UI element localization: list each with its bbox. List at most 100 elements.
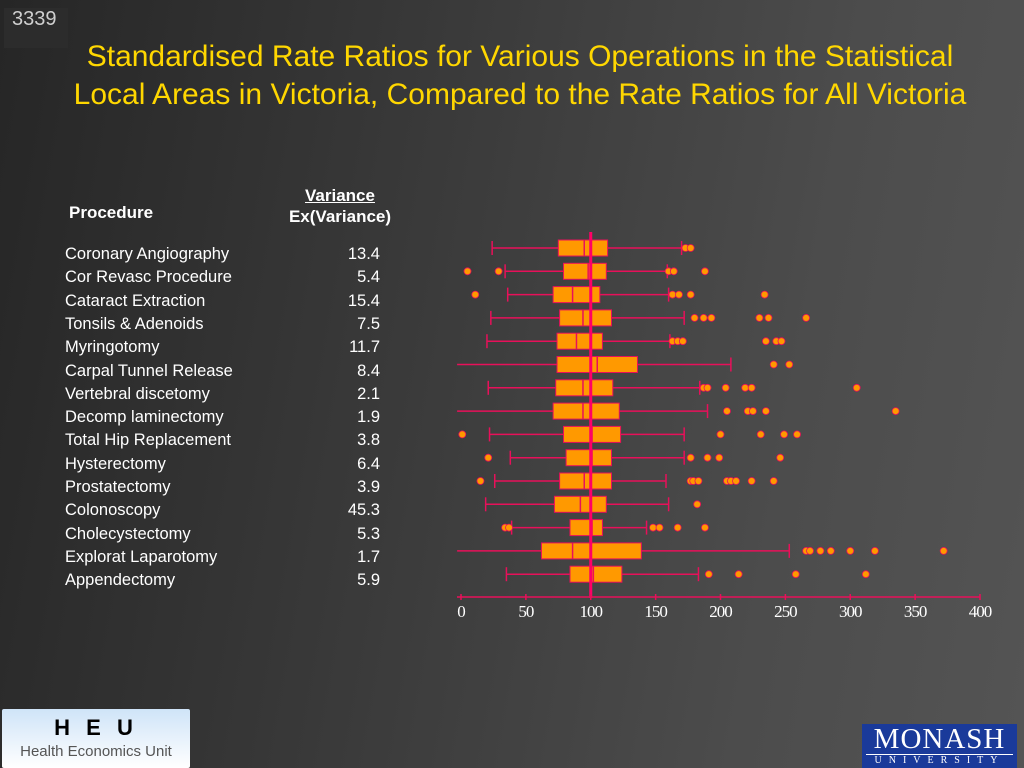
outlier-point [755, 313, 764, 322]
outlier-point [785, 360, 794, 369]
iqr-box [552, 286, 601, 304]
iqr-box [563, 262, 607, 280]
outlier-point [760, 290, 769, 299]
outlier-point [793, 430, 801, 439]
university-text: UNIVERSITY [866, 754, 1013, 767]
outlier-point [716, 430, 725, 439]
iqr-box [552, 402, 620, 420]
procedure-name: Coronary Angiography [65, 245, 230, 263]
heu-name: Health Economics Unit [20, 743, 172, 760]
iqr-box [557, 239, 609, 257]
variance-value: 8.4 [357, 361, 380, 380]
procedure-name: Cataract Extraction [65, 291, 206, 310]
procedure-name: Tonsils & Adenoids [65, 314, 204, 333]
outlier-point [675, 290, 683, 299]
variance-value: 5.4 [357, 268, 380, 287]
variance-value: 5.3 [357, 524, 380, 543]
procedure-name: Cholecystectomy [65, 524, 191, 543]
variance-value: 2.1 [357, 384, 380, 403]
outlier-point [715, 453, 724, 462]
procedure-name: Vertebral discetomy [65, 384, 210, 403]
procedure-name: Hysterectomy [65, 454, 166, 473]
x-tick-label: 100 [580, 602, 603, 621]
variance-value: 1.9 [357, 408, 380, 427]
table-row: Total Hip Replacement 3.8 [65, 431, 380, 454]
outlier-point [777, 337, 786, 346]
outlier-point [463, 267, 472, 276]
procedure-name: Colonoscopy [65, 501, 161, 520]
iqr-box [556, 332, 603, 350]
outlier-point [769, 477, 778, 485]
variance-header-top: Variance [305, 186, 375, 205]
outlier-point [703, 453, 712, 462]
outlier-point [678, 337, 687, 346]
variance-value: 11.7 [349, 338, 380, 357]
outlier-point [871, 547, 879, 555]
procedure-name: Carpal Tunnel Release [65, 361, 233, 380]
variance-value: 7.5 [357, 314, 380, 333]
variance-header: Variance Ex(Variance) [270, 185, 410, 227]
x-tick-label: 150 [644, 602, 667, 621]
outlier-point [471, 290, 480, 299]
outlier-point [703, 383, 712, 392]
table-row: Vertebral discetomy 2.1 [65, 385, 380, 408]
variance-value: 1.7 [357, 547, 380, 566]
outlier-point [776, 453, 785, 462]
variance-value: 15.4 [347, 291, 380, 310]
x-tick-label: 0 [457, 602, 465, 621]
slide-number: 3339 [4, 8, 68, 48]
table-row: Cataract Extraction 15.4 [65, 292, 380, 315]
outlier-point [701, 267, 709, 276]
outlier-point [686, 290, 695, 299]
outlier-point [669, 267, 678, 276]
outlier-point [734, 570, 743, 579]
outlier-point [655, 523, 664, 532]
outlier-point [802, 313, 811, 322]
monash-text: MONASH [873, 723, 1006, 755]
table-row: Carpal Tunnel Release 8.4 [65, 362, 380, 385]
outlier-point [769, 360, 778, 369]
iqr-box [555, 379, 614, 397]
outlier-point [686, 453, 695, 462]
x-tick-label: 50 [518, 602, 534, 621]
procedure-name: Appendectomy [65, 571, 176, 590]
variance-value: 3.8 [357, 431, 380, 450]
table-row: Myringotomy 11.7 [65, 338, 380, 361]
x-tick-label: 200 [709, 602, 732, 621]
outlier-point [732, 477, 740, 485]
outlier-point [780, 430, 788, 439]
table-row: Tonsils & Adenoids 7.5 [65, 315, 380, 338]
iqr-box [565, 449, 613, 467]
variance-value: 3.9 [357, 478, 380, 496]
x-tick-label: 400 [969, 602, 992, 621]
variance-value: 5.9 [357, 571, 380, 590]
outlier-point [649, 523, 657, 532]
outlier-point [699, 313, 708, 322]
procedure-name: Cor Revasc Procedure [65, 268, 232, 287]
procedure-name: Myringotomy [65, 338, 160, 357]
x-tick-label: 300 [839, 602, 862, 621]
outlier-point [741, 383, 750, 392]
table-row: Hysterectomy 6.4 [65, 455, 380, 478]
table-row: Coronary Angiography 13.4 [65, 245, 380, 268]
outlier-point [756, 430, 765, 439]
outlier-point [693, 500, 702, 509]
outlier-point [704, 570, 713, 579]
outlier-point [721, 383, 730, 392]
outlier-point [826, 547, 835, 555]
procedure-header: Procedure [69, 203, 154, 222]
table-row: Prostatectomy 3.9 [65, 478, 380, 501]
outlier-point [749, 407, 757, 416]
outlier-point [852, 383, 861, 392]
x-tick-label: 250 [774, 602, 797, 621]
variance-header-bottom: Ex(Variance) [288, 207, 392, 226]
outlier-point [505, 523, 513, 532]
outlier-point [762, 407, 770, 416]
heu-mark: H E U [54, 715, 138, 740]
table-row: Cor Revasc Procedure 5.4 [65, 268, 380, 291]
outlier-point [764, 313, 773, 322]
outlier-point [791, 570, 800, 579]
outlier-point [747, 383, 756, 392]
variance-value: 6.4 [357, 454, 380, 473]
outlier-point [673, 523, 682, 532]
